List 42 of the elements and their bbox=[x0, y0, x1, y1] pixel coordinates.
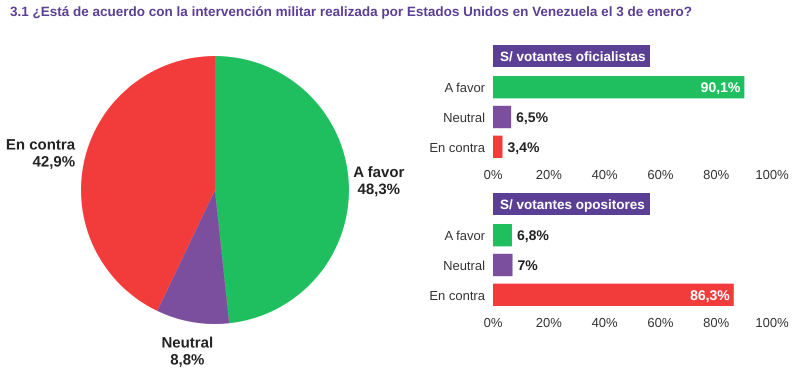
slice-label: A favor bbox=[353, 164, 404, 182]
data-label: 8,8% bbox=[170, 352, 204, 369]
pie-slice bbox=[81, 56, 215, 311]
slice-label: En contra bbox=[6, 136, 76, 154]
x-tick-label: 100% bbox=[755, 315, 790, 330]
x-tick-label: 0% bbox=[484, 167, 503, 182]
bar bbox=[493, 254, 513, 276]
x-tick-label: 20% bbox=[536, 167, 562, 182]
bar bbox=[493, 76, 744, 98]
x-tick-label: 40% bbox=[592, 167, 618, 182]
data-label: 6,5% bbox=[516, 109, 549, 125]
y-tick-label: En contra bbox=[429, 140, 486, 155]
bar bbox=[493, 106, 512, 128]
x-tick-label: 100% bbox=[755, 167, 790, 182]
data-label: 42,9% bbox=[32, 154, 76, 171]
y-tick-label: En contra bbox=[429, 288, 486, 303]
x-tick-label: 0% bbox=[484, 315, 503, 330]
y-tick-label: A favor bbox=[444, 80, 486, 96]
bar bbox=[493, 136, 502, 158]
pie-slice bbox=[157, 190, 230, 324]
x-tick-label: 60% bbox=[647, 167, 674, 182]
x-tick-label: 60% bbox=[647, 315, 674, 330]
bar bbox=[493, 224, 512, 246]
y-tick-label: A favor bbox=[444, 228, 486, 244]
slice-label: Neutral bbox=[161, 334, 214, 352]
chart-title: S/ votantes oficialistas bbox=[500, 49, 646, 64]
x-tick-label: 20% bbox=[536, 315, 562, 330]
y-tick-label: Neutral bbox=[443, 258, 486, 273]
x-tick-label: 80% bbox=[703, 167, 730, 182]
pie-slice bbox=[215, 56, 349, 324]
bar bbox=[493, 284, 734, 306]
chart-title: 3.1 ¿Está de acuerdo con la intervención militar realizada por Estados Unidos en Venezuela el 3 de enero? bbox=[10, 4, 692, 19]
data-label: 48,3% bbox=[357, 181, 400, 198]
x-tick-label: 80% bbox=[703, 315, 730, 330]
data-label: 86,3% bbox=[690, 286, 730, 303]
x-tick-label: 40% bbox=[592, 315, 618, 330]
data-label: 7% bbox=[518, 257, 538, 273]
data-label: 3,4% bbox=[507, 138, 540, 155]
chart-title: S/ votantes opositores bbox=[500, 197, 645, 212]
data-label: 6,8% bbox=[516, 227, 550, 244]
data-label: 90,1% bbox=[700, 79, 741, 96]
y-tick-label: Neutral bbox=[443, 110, 486, 125]
